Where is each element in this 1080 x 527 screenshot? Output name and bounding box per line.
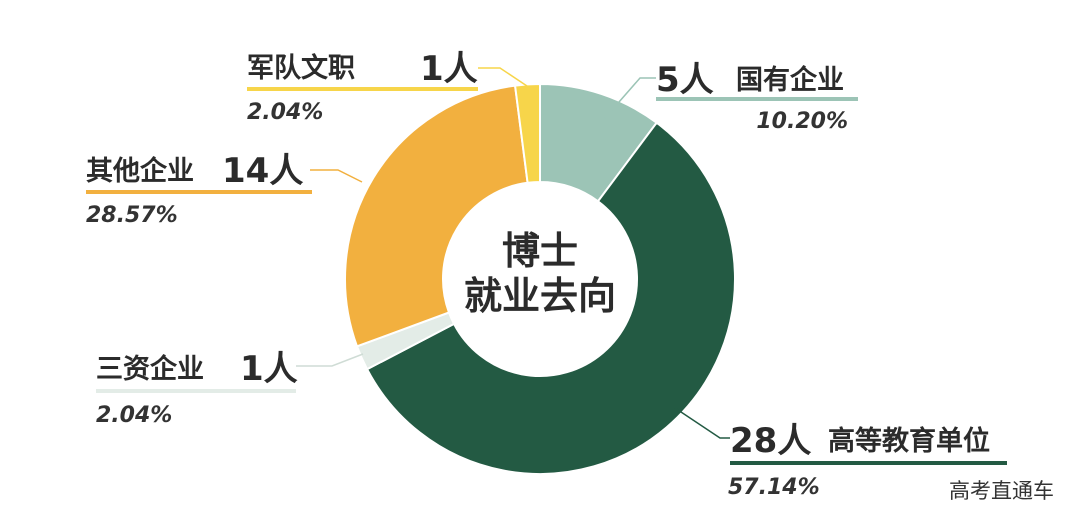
label-military-civilian: 军队文职 1人 2.04% [247,49,528,125]
percent-foreign-invested: 2.04% [96,403,172,428]
slice-higher-education [365,121,736,475]
count-military-civilian: 1人 [420,49,478,89]
slice-military-civilian [513,82,541,184]
count-state-owned: 5人 [656,60,714,100]
count-higher-education: 28人 [730,421,811,461]
leader-line-higher-education [674,407,730,439]
label-other-enterprises: 其他企业 14人 28.57% [86,151,363,228]
name-state-owned: 国有企业 [736,64,844,96]
count-foreign-invested: 1人 [240,349,298,389]
name-military-civilian: 军队文职 [247,52,355,84]
leader-line-foreign-invested [296,353,364,367]
leader-line-military-civilian [478,67,528,87]
label-higher-education: 28人 高等教育单位 57.14% [674,407,1007,500]
label-state-owned: 5人 国有企业 10.20% [597,60,858,134]
center-label-line2: 就业去向 [464,274,616,318]
donut-slices [344,82,736,475]
name-foreign-invested: 三资企业 [96,353,204,385]
slice-other-enterprises [344,84,529,348]
percent-state-owned: 10.20% [756,109,848,134]
percent-higher-education: 57.14% [728,475,820,500]
name-other-enterprises: 其他企业 [86,155,194,187]
leader-line-state-owned [597,77,656,127]
percent-military-civilian: 2.04% [247,100,323,125]
center-label-line1: 博士 [502,229,578,273]
count-other-enterprises: 14人 [222,151,303,191]
leader-line-other-enterprises [310,169,363,183]
label-foreign-invested: 三资企业 1人 2.04% [96,349,364,428]
watermark-text: 高考直通车 [949,479,1054,503]
percent-other-enterprises: 28.57% [86,203,178,228]
name-higher-education: 高等教育单位 [828,425,990,457]
